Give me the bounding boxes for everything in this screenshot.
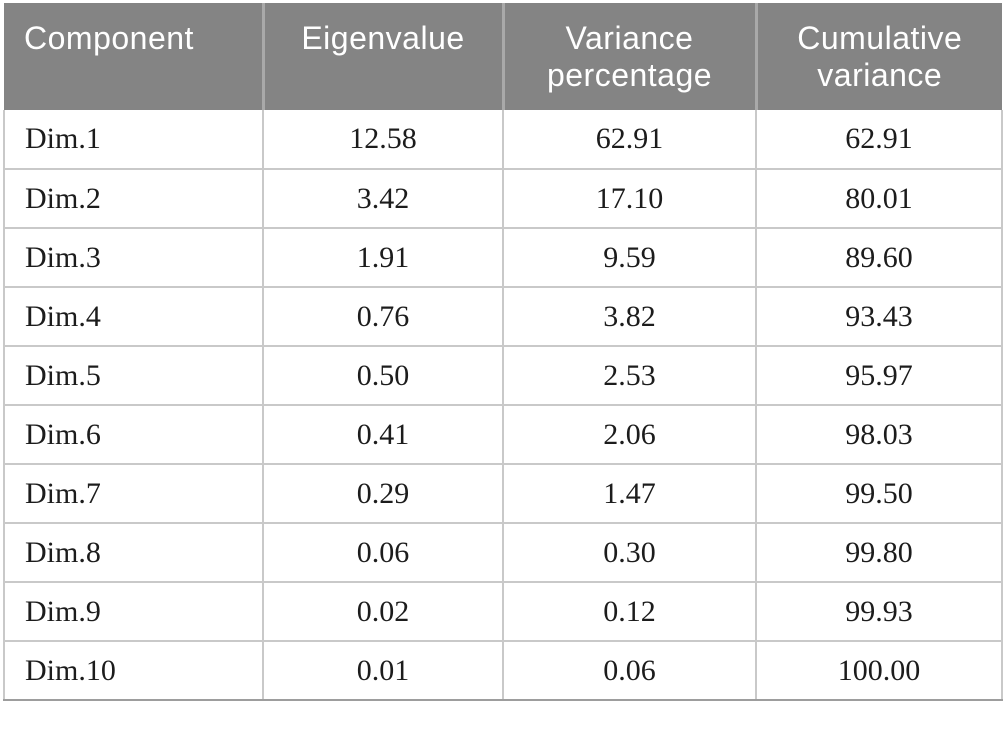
table-row: Dim.6 0.41 2.06 98.03 [3, 405, 1003, 465]
column-header-component: Component [4, 3, 263, 110]
cell-component: Dim.7 [3, 464, 263, 524]
cell-cumulative-variance: 100.00 [755, 641, 1003, 701]
cell-variance-percentage: 3.82 [502, 287, 756, 347]
column-header-cumulative-variance: Cumulative variance [754, 3, 1002, 110]
table-row: Dim.3 1.91 9.59 89.60 [3, 228, 1003, 288]
table-row: Dim.4 0.76 3.82 93.43 [3, 287, 1003, 347]
cell-variance-percentage: 62.91 [502, 110, 756, 170]
cell-variance-percentage: 17.10 [502, 169, 756, 229]
cell-variance-percentage: 9.59 [502, 228, 756, 288]
table-row: Dim.10 0.01 0.06 100.00 [3, 641, 1003, 701]
cell-variance-percentage: 0.06 [502, 641, 756, 701]
cell-eigenvalue: 3.42 [262, 169, 503, 229]
cell-cumulative-variance: 99.80 [755, 523, 1003, 583]
cell-component: Dim.3 [3, 228, 263, 288]
cell-variance-percentage: 2.53 [502, 346, 756, 406]
table-row: Dim.5 0.50 2.53 95.97 [3, 346, 1003, 406]
cell-component: Dim.1 [3, 110, 263, 170]
cell-cumulative-variance: 89.60 [755, 228, 1003, 288]
cell-eigenvalue: 0.29 [262, 464, 503, 524]
cell-cumulative-variance: 80.01 [755, 169, 1003, 229]
cell-component: Dim.10 [3, 641, 263, 701]
cell-component: Dim.8 [3, 523, 263, 583]
column-header-variance-percentage: Variance percentage [501, 3, 756, 110]
cell-eigenvalue: 0.06 [262, 523, 503, 583]
cell-variance-percentage: 0.12 [502, 582, 756, 642]
header-row: Component Eigenvalue Variance percentage Cu… [4, 3, 1002, 110]
cell-component: Dim.2 [3, 169, 263, 229]
cell-eigenvalue: 1.91 [262, 228, 503, 288]
cell-variance-percentage: 0.30 [502, 523, 756, 583]
table-body: Dim.1 12.58 62.91 62.91 Dim.2 3.42 17.10 80.01 D… [3, 110, 1003, 701]
cell-variance-percentage: 1.47 [502, 464, 756, 524]
table-row: Dim.7 0.29 1.47 99.50 [3, 464, 1003, 524]
cell-cumulative-variance: 99.93 [755, 582, 1003, 642]
cell-cumulative-variance: 98.03 [755, 405, 1003, 465]
table-row: Dim.9 0.02 0.12 99.93 [3, 582, 1003, 642]
cell-eigenvalue: 0.02 [262, 582, 503, 642]
cell-variance-percentage: 2.06 [502, 405, 756, 465]
table-row: Dim.2 3.42 17.10 80.01 [3, 169, 1003, 229]
cell-eigenvalue: 0.76 [262, 287, 503, 347]
pca-variance-table: Component Eigenvalue Variance percentage Cu… [3, 3, 1003, 701]
cell-component: Dim.5 [3, 346, 263, 406]
cell-eigenvalue: 0.01 [262, 641, 503, 701]
cell-cumulative-variance: 99.50 [755, 464, 1003, 524]
table-row: Dim.8 0.06 0.30 99.80 [3, 523, 1003, 583]
cell-cumulative-variance: 62.91 [755, 110, 1003, 170]
cell-eigenvalue: 0.41 [262, 405, 503, 465]
cell-component: Dim.4 [3, 287, 263, 347]
cell-component: Dim.9 [3, 582, 263, 642]
cell-cumulative-variance: 93.43 [755, 287, 1003, 347]
pca-variance-table-container: Component Eigenvalue Variance percentage Cu… [3, 3, 1003, 701]
column-header-eigenvalue: Eigenvalue [261, 3, 503, 110]
cell-eigenvalue: 12.58 [262, 110, 503, 170]
cell-eigenvalue: 0.50 [262, 346, 503, 406]
cell-component: Dim.6 [3, 405, 263, 465]
table-row: Dim.1 12.58 62.91 62.91 [3, 110, 1003, 170]
cell-cumulative-variance: 95.97 [755, 346, 1003, 406]
